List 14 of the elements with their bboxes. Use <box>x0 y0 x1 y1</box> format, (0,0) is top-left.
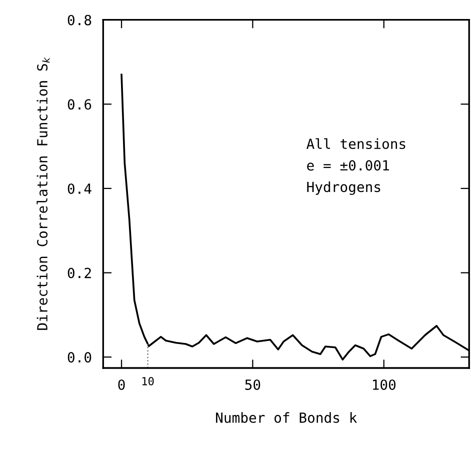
x-tick-label: 50 <box>245 379 260 390</box>
annotation: e = ±0.001 <box>307 160 389 171</box>
x-axis-title: Number of Bonds k <box>216 412 357 423</box>
y-tick-label: 0.4 <box>68 183 92 194</box>
y-tick-label: 0.2 <box>68 268 91 278</box>
x-tick-label: 0 <box>118 379 125 390</box>
annotation: Hydrogens <box>307 181 380 195</box>
x-tick-label: 100 <box>372 379 396 390</box>
y-axis-title: Direction Correlation Function S$_{k}$ <box>36 57 50 330</box>
y-tick-label: 0.0 <box>68 352 92 363</box>
ref-line-label: 10 <box>142 376 154 386</box>
annotation: All tensions <box>306 138 406 150</box>
y-tick-label: 0.8 <box>68 14 92 26</box>
y-tick-label: 0.6 <box>68 99 92 110</box>
